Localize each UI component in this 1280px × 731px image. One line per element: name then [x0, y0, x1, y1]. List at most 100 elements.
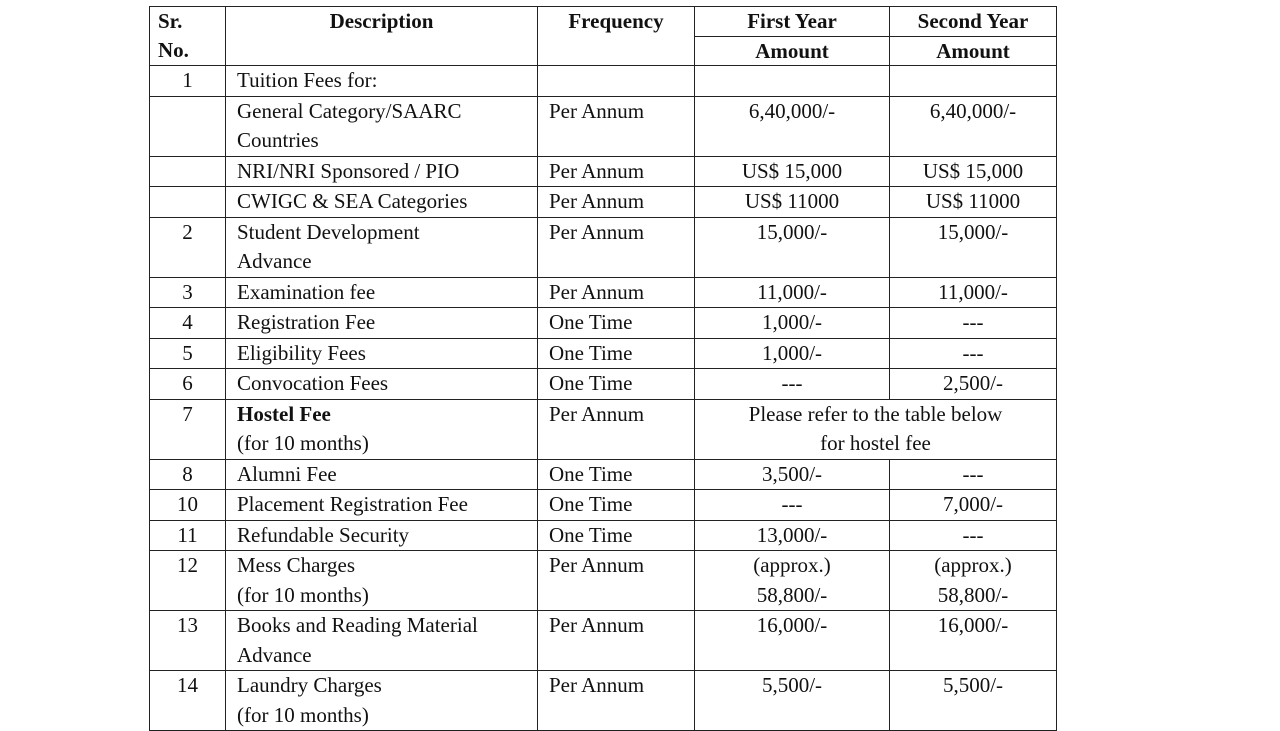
fee-table: Sr. No. Description Frequency First Year…	[149, 6, 1057, 731]
frequency-cell: Per Annum	[537, 216, 695, 278]
first-year-cell: US$ 15,000	[694, 155, 890, 187]
sr-cell: 7	[149, 398, 226, 460]
description-cell: Convocation Fees	[225, 368, 538, 400]
second-year-cell: ---	[889, 519, 1057, 551]
first-year-cell: 11,000/-	[694, 276, 890, 308]
header-cell: First Year	[694, 6, 890, 37]
description-cell: Hostel Fee (for 10 months)	[225, 398, 538, 460]
first-year-cell: 6,40,000/-	[694, 95, 890, 157]
table-row: 8 Alumni Fee One Time 3,500/- ---	[149, 458, 1057, 490]
frequency-cell: Per Annum	[537, 95, 695, 157]
table-body: 1 Tuition Fees for: General Category/SAARC…	[149, 65, 1057, 731]
frequency-cell: One Time	[537, 307, 695, 339]
sr-cell: 3	[149, 276, 226, 308]
first-year-cell	[694, 65, 890, 97]
description-cell: General Category/SAARC Countries	[225, 95, 538, 157]
first-year-cell: 15,000/-	[694, 216, 890, 278]
frequency-cell: Per Annum	[537, 398, 695, 460]
table-row: 11 Refundable Security One Time 13,000/- ---	[149, 519, 1057, 551]
frequency-cell: Per Annum	[537, 610, 695, 671]
sr-cell: 14	[149, 670, 226, 731]
table-row: 2 Student Development Advance Per Annum 15,…	[149, 216, 1057, 278]
first-year-cell: 13,000/-	[694, 519, 890, 551]
description-cell: Alumni Fee	[225, 458, 538, 490]
merged-amount-cell: Please refer to the table below for host…	[694, 398, 1057, 460]
second-year-cell: 5,500/-	[889, 670, 1057, 731]
sr-cell: 6	[149, 368, 226, 400]
description-cell: NRI/NRI Sponsored / PIO	[225, 155, 538, 187]
table-row: 13 Books and Reading Material Advance Per …	[149, 610, 1057, 671]
description-cell: Laundry Charges (for 10 months)	[225, 670, 538, 731]
second-year-cell: US$ 11000	[889, 186, 1057, 218]
frequency-cell: One Time	[537, 519, 695, 551]
sr-cell	[149, 95, 226, 157]
description-cell: Mess Charges (for 10 months)	[225, 550, 538, 611]
frequency-cell	[537, 65, 695, 97]
first-year-cell: 1,000/-	[694, 337, 890, 369]
sr-cell: 1	[149, 65, 226, 97]
second-year-cell	[889, 65, 1057, 97]
header-cell: Frequency	[537, 6, 695, 66]
first-year-cell: US$ 11000	[694, 186, 890, 218]
table-row: 12 Mess Charges (for 10 months) Per Annum(…	[149, 550, 1057, 611]
second-year-cell: 7,000/-	[889, 489, 1057, 521]
second-year-cell: ---	[889, 307, 1057, 339]
table-row: 7 Hostel Fee (for 10 months) Per Annum Pleas…	[149, 398, 1057, 460]
second-year-cell: 6,40,000/-	[889, 95, 1057, 157]
sr-cell: 8	[149, 458, 226, 490]
frequency-cell: Per Annum	[537, 276, 695, 308]
table-row: 1 Tuition Fees for:	[149, 65, 1057, 97]
first-year-cell: ---	[694, 368, 890, 400]
description-bold: Hostel Fee	[237, 401, 331, 426]
frequency-cell: One Time	[537, 368, 695, 400]
description-note: (for 10 months)	[237, 431, 369, 455]
second-year-cell: US$ 15,000	[889, 155, 1057, 187]
description-cell: Registration Fee	[225, 307, 538, 339]
sr-cell: 2	[149, 216, 226, 278]
frequency-cell: Per Annum	[537, 550, 695, 611]
header-cell: Second Year	[889, 6, 1057, 37]
frequency-cell: One Time	[537, 337, 695, 369]
first-year-cell: 16,000/-	[694, 610, 890, 671]
description-cell: Eligibility Fees	[225, 337, 538, 369]
second-year-cell: 11,000/-	[889, 276, 1057, 308]
second-year-cell: 2,500/-	[889, 368, 1057, 400]
header-cell: Amount	[694, 35, 890, 66]
second-year-cell: 16,000/-	[889, 610, 1057, 671]
frequency-cell: Per Annum	[537, 155, 695, 187]
sr-cell: 5	[149, 337, 226, 369]
description-cell: Tuition Fees for:	[225, 65, 538, 97]
frequency-cell: One Time	[537, 489, 695, 521]
table-row: NRI/NRI Sponsored / PIO Per Annum US$ 15,0…	[149, 155, 1057, 187]
header-cell: Sr. No.	[149, 6, 226, 66]
table-row: CWIGC & SEA Categories Per Annum US$ 11000…	[149, 186, 1057, 218]
table-row: General Category/SAARC Countries Per Annu…	[149, 95, 1057, 157]
sr-cell: 13	[149, 610, 226, 671]
table-row: 6 Convocation Fees One Time --- 2,500/-	[149, 368, 1057, 400]
first-year-cell: 3,500/-	[694, 458, 890, 490]
table-row: 3 Examination fee Per Annum 11,000/- 11,000/…	[149, 276, 1057, 308]
first-year-cell: (approx.) 58,800/-	[694, 550, 890, 611]
second-year-cell: ---	[889, 458, 1057, 490]
first-year-cell: 1,000/-	[694, 307, 890, 339]
header-cell: Description	[225, 6, 538, 66]
sr-cell: 12	[149, 550, 226, 611]
first-year-cell: 5,500/-	[694, 670, 890, 731]
first-year-cell: ---	[694, 489, 890, 521]
description-cell: Refundable Security	[225, 519, 538, 551]
frequency-cell: One Time	[537, 458, 695, 490]
frequency-cell: Per Annum	[537, 670, 695, 731]
sr-cell	[149, 155, 226, 187]
sr-cell	[149, 186, 226, 218]
table-row: 14 Laundry Charges (for 10 months) Per Ann…	[149, 670, 1057, 731]
description-cell: Examination fee	[225, 276, 538, 308]
sr-cell: 11	[149, 519, 226, 551]
table-row: 4 Registration Fee One Time 1,000/- ---	[149, 307, 1057, 339]
description-cell: Student Development Advance	[225, 216, 538, 278]
description-cell: CWIGC & SEA Categories	[225, 186, 538, 218]
second-year-cell: (approx.) 58,800/-	[889, 550, 1057, 611]
description-cell: Books and Reading Material Advance	[225, 610, 538, 671]
sr-cell: 4	[149, 307, 226, 339]
header-cell: Amount	[889, 35, 1057, 66]
